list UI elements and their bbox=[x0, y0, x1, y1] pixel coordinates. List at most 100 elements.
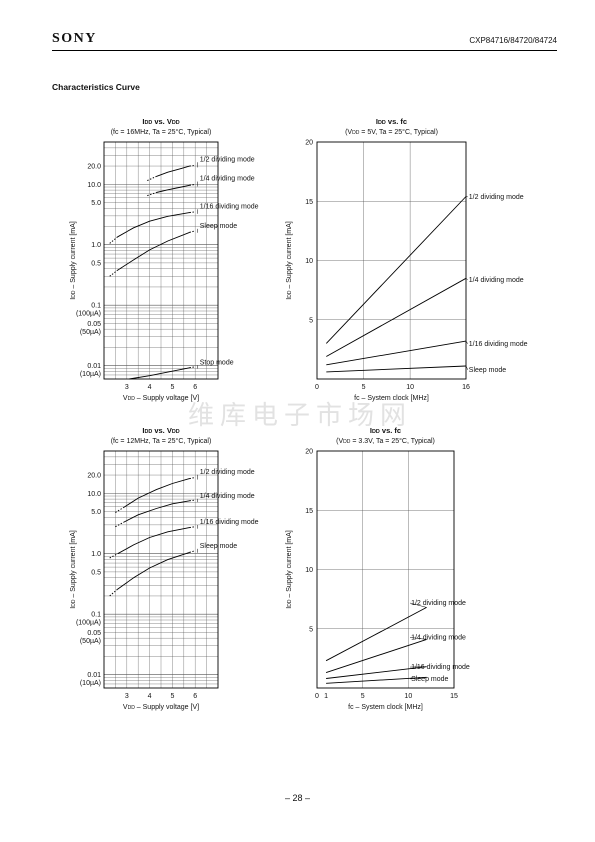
y-tick-label: 0.1 bbox=[91, 303, 101, 310]
chart-title: IDD vs. fc bbox=[370, 426, 401, 435]
series-line-sleep-mode bbox=[117, 551, 190, 590]
x-tick-label: 1 bbox=[324, 693, 328, 700]
y-tick-label: 20 bbox=[305, 449, 313, 456]
series-line-1-16-dividing-mode bbox=[326, 340, 467, 366]
series-line-1-4-dividing-mode bbox=[326, 277, 467, 357]
series-label-1-4-dividing-mode: 1/4 dividing mode bbox=[469, 277, 524, 284]
x-tick-label: 15 bbox=[450, 693, 458, 700]
x-tick-label: 3 bbox=[125, 384, 129, 391]
y-tick-label: 20 bbox=[305, 140, 313, 147]
y-tick-label: 0.05 bbox=[87, 321, 101, 328]
y-tick-label: 20.0 bbox=[87, 164, 101, 171]
series-line-stop-mode bbox=[129, 367, 190, 380]
x-tick-label: 4 bbox=[148, 693, 152, 700]
x-tick-label: 3 bbox=[125, 693, 129, 700]
plot-frame bbox=[316, 450, 455, 689]
y-tick-label: 5 bbox=[309, 317, 313, 324]
series-leader-1-4-dividing-mode bbox=[410, 637, 427, 640]
series-line-sleep-mode bbox=[326, 365, 467, 373]
header-divider bbox=[52, 50, 557, 51]
series-line-sleep-mode bbox=[117, 231, 190, 271]
y-tick-label: 1.0 bbox=[91, 551, 101, 558]
series-label-sleep-mode: Sleep mode bbox=[200, 543, 237, 550]
series-label-1-4-dividing-mode: 1/4 dividing mode bbox=[411, 634, 466, 641]
y-tick-label: 15 bbox=[305, 199, 313, 206]
series-line-1-2-dividing-mode bbox=[325, 196, 467, 344]
series-dashed-end-1-4-dividing-mode bbox=[189, 499, 196, 502]
y-tick-label: 0.5 bbox=[91, 569, 101, 576]
series-dashed-end-1-4-dividing-mode bbox=[189, 184, 196, 186]
y-tick-label: (100µA) bbox=[76, 311, 101, 318]
y-tick-label: 10 bbox=[305, 258, 313, 265]
series-line-1-16-dividing-mode bbox=[117, 212, 190, 238]
series-label-sleep-mode: Sleep mode bbox=[200, 223, 237, 230]
x-axis-label: fc – System clock [MHz] bbox=[354, 395, 429, 402]
x-axis-label: VDD – Supply voltage [V] bbox=[123, 395, 199, 402]
series-leader-1-2-dividing-mode bbox=[410, 602, 427, 608]
y-tick-label: 0.5 bbox=[91, 260, 101, 267]
y-tick-label: 10.0 bbox=[87, 182, 101, 189]
y-tick-label: (10µA) bbox=[80, 371, 101, 378]
plot-frame bbox=[103, 141, 219, 380]
series-dashed-end-sleep-mode bbox=[189, 550, 196, 553]
series-label-1-2-dividing-mode: 1/2 dividing mode bbox=[469, 194, 524, 201]
x-tick-label: 10 bbox=[404, 693, 412, 700]
x-tick-label: 5 bbox=[362, 384, 366, 391]
x-tick-label: 10 bbox=[406, 384, 414, 391]
x-tick-label: 5 bbox=[361, 693, 365, 700]
y-tick-label: (50µA) bbox=[80, 638, 101, 645]
x-tick-label: 5 bbox=[170, 693, 174, 700]
y-axis-label: IDD – Supply current [mA] bbox=[70, 530, 77, 609]
chart-subtitle: (fc = 16MHz, Ta = 25°C, Typical) bbox=[111, 128, 212, 136]
part-number: CXP84716/84720/84724 bbox=[469, 36, 557, 45]
series-leader-sleep-mode bbox=[465, 365, 469, 370]
plot-frame bbox=[103, 450, 219, 689]
y-tick-label: 20.0 bbox=[87, 473, 101, 480]
x-axis-label: VDD – Supply voltage [V] bbox=[123, 704, 199, 711]
y-tick-label: 0.1 bbox=[91, 612, 101, 619]
x-tick-label: 6 bbox=[193, 384, 197, 391]
y-tick-label: 10 bbox=[305, 567, 313, 574]
y-tick-label: 5 bbox=[309, 626, 313, 633]
series-label-1-16-dividing-mode: 1/16 dividing mode bbox=[200, 519, 259, 526]
series-label-1-16-dividing-mode: 1/16 dividing mode bbox=[411, 664, 470, 671]
y-tick-label: (50µA) bbox=[80, 329, 101, 336]
series-dashed-end-sleep-mode bbox=[189, 230, 196, 233]
y-tick-label: 0.01 bbox=[87, 363, 101, 370]
series-label-sleep-mode: Sleep mode bbox=[469, 367, 506, 374]
y-tick-label: 0.05 bbox=[87, 630, 101, 637]
series-leader-1-4-dividing-mode bbox=[465, 278, 468, 281]
series-dashed-end-1-2-dividing-mode bbox=[189, 477, 196, 480]
y-tick-label: 5.0 bbox=[91, 200, 101, 207]
series-line-1-4-dividing-mode bbox=[325, 638, 427, 674]
series-label-1-16-dividing-mode: 1/16 dividing mode bbox=[200, 203, 259, 210]
series-line-1-4-dividing-mode bbox=[156, 184, 190, 193]
series-line-1-16-dividing-mode bbox=[117, 527, 190, 555]
y-tick-label: 15 bbox=[305, 508, 313, 515]
series-line-1-16-dividing-mode bbox=[326, 666, 427, 679]
plot-frame bbox=[316, 141, 467, 380]
series-label-1-2-dividing-mode: 1/2 dividing mode bbox=[200, 469, 255, 476]
y-tick-label: 1.0 bbox=[91, 242, 101, 249]
y-axis-label: IDD – Supply current [mA] bbox=[286, 530, 293, 609]
y-tick-label: (10µA) bbox=[80, 680, 101, 687]
x-tick-label: 5 bbox=[170, 384, 174, 391]
x-tick-label: 4 bbox=[148, 384, 152, 391]
x-tick-label: 16 bbox=[462, 384, 470, 391]
series-leader-sleep-mode bbox=[410, 677, 427, 680]
chart-subtitle: (fc = 12MHz, Ta = 25°C, Typical) bbox=[111, 437, 212, 445]
y-tick-label: 5.0 bbox=[91, 509, 101, 516]
series-dashed-end-stop-mode bbox=[189, 366, 196, 369]
chart-title: IDD vs. fc bbox=[376, 117, 407, 126]
section-title: Characteristics Curve bbox=[52, 82, 140, 92]
chart-subtitle: (VDD = 3.3V, Ta = 25°C, Typical) bbox=[336, 437, 435, 445]
y-tick-label: (100µA) bbox=[76, 620, 101, 627]
series-line-1-2-dividing-mode bbox=[123, 478, 190, 508]
series-label-1-2-dividing-mode: 1/2 dividing mode bbox=[200, 156, 255, 163]
y-tick-label: 10.0 bbox=[87, 491, 101, 498]
series-line-1-2-dividing-mode bbox=[156, 165, 190, 177]
